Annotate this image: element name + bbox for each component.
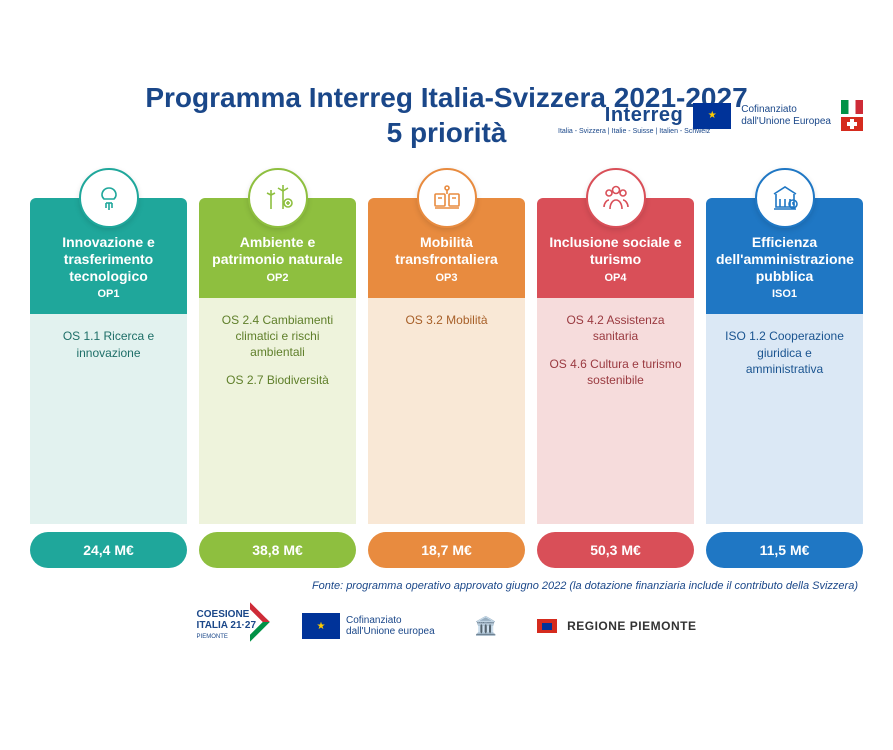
interreg-subtitle: Italia - Svizzera | Italie - Suisse | It… [558, 128, 710, 135]
budget-pill: 11,5 M€ [706, 532, 863, 568]
objective-item: OS 2.7 Biodiversità [211, 372, 344, 388]
priority-icon [79, 168, 139, 228]
priority-icon [586, 168, 646, 228]
footer-logos: COESIONE ITALIA 21·27 PIEMONTE ★ Cofinan… [0, 610, 893, 642]
title-line2: 5 priorità [387, 117, 507, 148]
piemonte-flag-icon [537, 619, 557, 633]
priority-op-code: ISO1 [716, 288, 853, 300]
objective-item: OS 2.4 Cambiamenti climatici e rischi am… [211, 312, 344, 361]
priority-column: Innovazione e trasferimento tecnologico O… [30, 168, 187, 568]
priority-title: Ambiente e patrimonio naturale [209, 234, 346, 268]
priority-body: ISO 1.2 Cooperazione giuridica e amminis… [706, 314, 863, 524]
priority-body: OS 3.2 Mobilità [368, 298, 525, 525]
priority-column: Inclusione sociale e turismo OP4 OS 4.2 As… [537, 168, 694, 568]
budget-pill: 38,8 M€ [199, 532, 356, 568]
italy-flag-icon [841, 100, 863, 114]
regione-text: REGIONE PIEMONTE [567, 619, 696, 633]
objective-item: OS 3.2 Mobilità [380, 312, 513, 328]
source-note: Fonte: programma operativo approvato giu… [0, 580, 858, 592]
italy-emblem: 🏛️ [475, 616, 497, 637]
objective-item: ISO 1.2 Cooperazione giuridica e amminis… [718, 328, 851, 377]
priority-body: OS 2.4 Cambiamenti climatici e rischi am… [199, 298, 356, 525]
priority-title: Inclusione sociale e turismo [547, 234, 684, 268]
priority-column: Ambiente e patrimonio naturale OP2 OS 2.4 … [199, 168, 356, 568]
priority-title: Innovazione e trasferimento tecnologico [40, 234, 177, 284]
eu-cofinance-footer: ★ Cofinanziato dall'Unione europea [302, 613, 435, 639]
objective-item: OS 4.6 Cultura e turismo sostenibile [549, 356, 682, 388]
objective-item: OS 1.1 Ricerca e innovazione [42, 328, 175, 360]
coesione-l1: COESIONE [197, 609, 250, 620]
eu-line1: Cofinanziato [741, 104, 797, 115]
eu-flag-icon: ★ [693, 103, 731, 129]
priority-body: OS 1.1 Ricerca e innovazione [30, 314, 187, 524]
header-logos: Interreg ★ Cofinanziato dall'Unione Euro… [605, 100, 863, 131]
country-flags [841, 100, 863, 131]
objective-item: OS 4.2 Assistenza sanitaria [549, 312, 682, 344]
priority-title: Efficienza dell'amministrazione pubblica [716, 234, 853, 284]
budget-pill: 50,3 M€ [537, 532, 694, 568]
budget-pill: 24,4 M€ [30, 532, 187, 568]
interreg-logo: Interreg [605, 104, 683, 127]
regione-piemonte-logo: REGIONE PIEMONTE [537, 619, 696, 633]
eu-footer-l2: dall'Unione europea [346, 626, 435, 637]
priority-column: Mobilità transfrontaliera OP3 OS 3.2 Mobil… [368, 168, 525, 568]
priority-op-code: OP4 [547, 272, 684, 284]
priority-op-code: OP1 [40, 288, 177, 300]
eu-cofinance-label: Cofinanziato dall'Unione Europea [741, 104, 831, 128]
priority-columns: Innovazione e trasferimento tecnologico O… [0, 168, 893, 568]
priority-body: OS 4.2 Assistenza sanitaria OS 4.6 Cultur… [537, 298, 694, 525]
eu-line2: dall'Unione Europea [741, 116, 831, 127]
priority-op-code: OP3 [378, 272, 515, 284]
coesione-l2: ITALIA 21·27 [197, 620, 256, 631]
swiss-flag-icon [841, 117, 863, 131]
coesione-sub: PIEMONTE [197, 634, 228, 640]
coesione-logo: COESIONE ITALIA 21·27 PIEMONTE [197, 610, 262, 642]
eu-footer-l1: Cofinanziato [346, 615, 402, 626]
budget-pill: 18,7 M€ [368, 532, 525, 568]
priority-icon [755, 168, 815, 228]
priority-column: Efficienza dell'amministrazione pubblica… [706, 168, 863, 568]
priority-icon [248, 168, 308, 228]
priority-op-code: OP2 [209, 272, 346, 284]
priority-icon [417, 168, 477, 228]
eu-flag-footer-icon: ★ [302, 613, 340, 639]
priority-title: Mobilità transfrontaliera [378, 234, 515, 268]
